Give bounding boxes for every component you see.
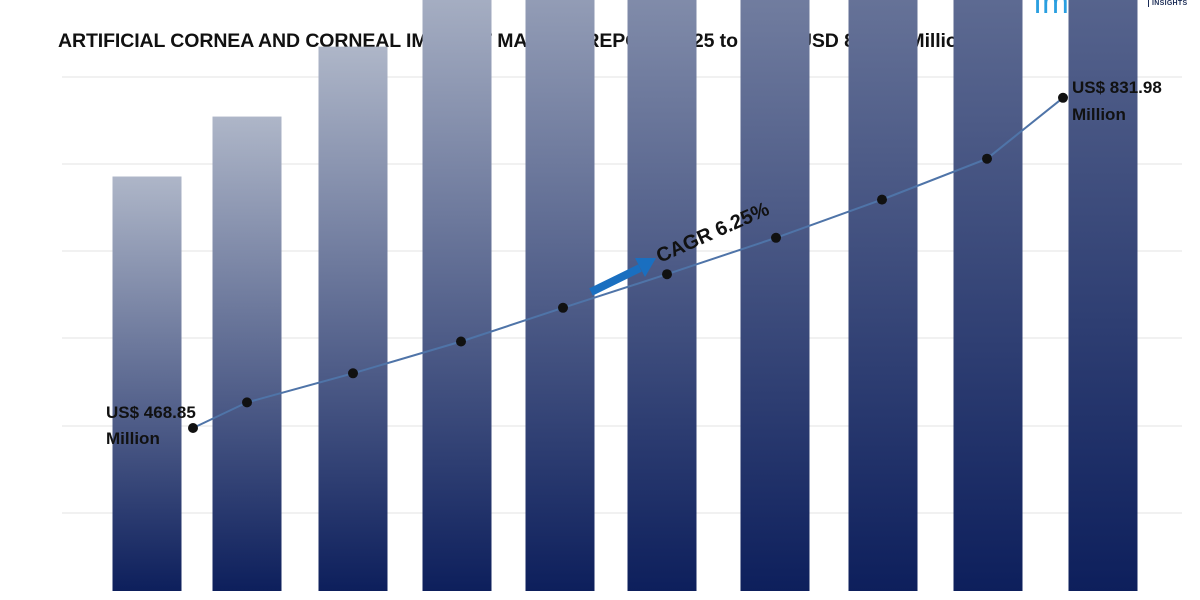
bar	[627, 0, 697, 591]
bar	[212, 116, 282, 592]
cagr-arrow-shaft	[589, 264, 642, 296]
trend-point	[558, 302, 568, 313]
trend-point	[242, 397, 252, 408]
bar	[740, 0, 810, 591]
end-value-label: US$ 831.98	[1072, 78, 1162, 97]
trend-point	[188, 423, 198, 433]
trend-point	[877, 194, 887, 205]
bar	[953, 0, 1023, 591]
logo-subtitle: INSIGHTS	[1148, 0, 1187, 7]
trend-line	[188, 92, 1068, 433]
bar	[1068, 0, 1138, 591]
trend-point	[771, 232, 781, 243]
cagr-arrow-head	[635, 258, 656, 277]
bar	[525, 0, 595, 591]
trend-point	[1058, 92, 1068, 103]
end-unit-label: Million	[1072, 105, 1126, 124]
trend-point	[662, 269, 672, 280]
bar	[848, 0, 918, 592]
trend-point	[348, 368, 358, 379]
bar	[112, 176, 182, 591]
bars	[112, 0, 1138, 592]
start-unit-label: Million	[106, 429, 160, 448]
start-value-label: US$ 468.85	[106, 403, 196, 422]
cagr-arrow	[589, 258, 656, 296]
trend-point	[982, 153, 992, 164]
bar	[422, 0, 492, 591]
trend-polyline	[192, 97, 1064, 429]
bar	[318, 46, 388, 592]
trend-point	[456, 336, 466, 347]
